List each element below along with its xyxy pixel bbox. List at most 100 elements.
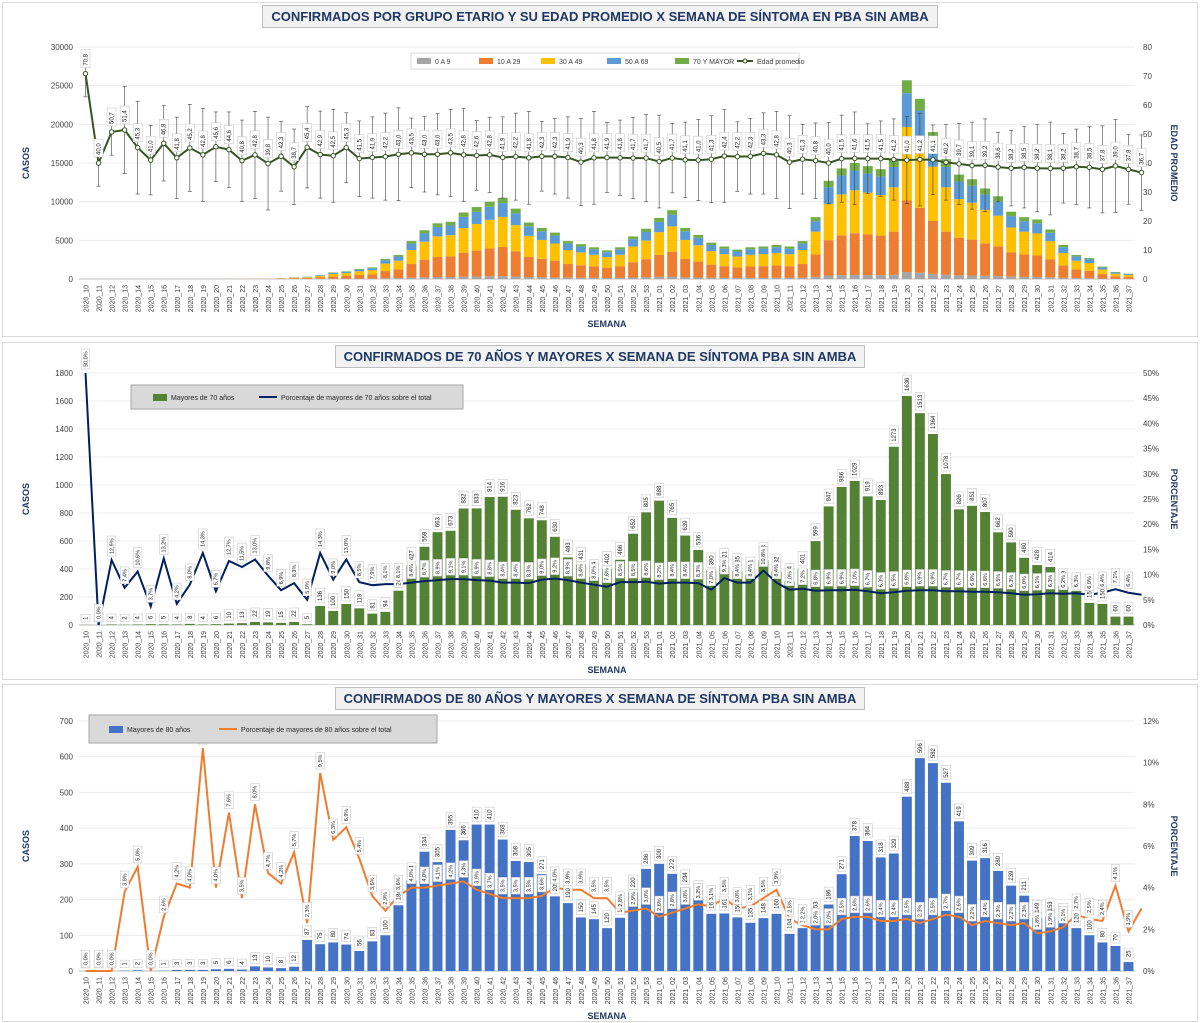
pct-label: 6,9% — [276, 569, 286, 587]
bar-segment-30-49 — [549, 243, 560, 261]
bar-value-label-text: 104 — [788, 918, 794, 929]
x-tick-label: 2020_28 — [318, 285, 325, 312]
x-tick-label: 2021_09 — [761, 977, 768, 1004]
y2-tick-label: 6% — [1143, 842, 1155, 851]
pct-label-box — [628, 561, 638, 579]
bar-segment-50-69 — [693, 237, 704, 246]
bar-value-label: 368 — [497, 821, 508, 837]
bar-value-label: 1513 — [915, 392, 925, 411]
avg-age-label: 43,0 — [393, 130, 404, 149]
x-tick-label: 2021_03 — [683, 631, 690, 658]
bar — [341, 944, 352, 971]
pct-label: 0,0% — [107, 949, 117, 968]
bar-value-label-box — [471, 490, 482, 506]
bar-value-label-box — [289, 607, 299, 620]
bar-segment-30-49 — [471, 223, 482, 251]
bar — [993, 871, 1004, 971]
pct-label-box — [511, 561, 521, 579]
avg-age-label-text: 41,9 — [566, 137, 572, 149]
pct-label: 6,6% — [980, 570, 990, 588]
pct-label-box — [706, 885, 716, 903]
bar-value-label-box — [224, 609, 234, 621]
x-tick-label: 2020_40 — [475, 977, 482, 1004]
pct-label-text: 3,6% — [370, 877, 376, 890]
pct-label-text: 8,9% — [474, 561, 480, 574]
bar-value-label: 559 — [419, 529, 430, 544]
bar — [862, 496, 873, 625]
bar-segment-50-69 — [471, 211, 482, 224]
pct-label-box — [889, 899, 899, 918]
bar-segment-0-9 — [745, 277, 756, 279]
bar-value-label-text: 305 — [436, 846, 442, 857]
x-tick-label: 2021_22 — [931, 631, 938, 658]
bar-value-label: 378 — [849, 818, 860, 834]
bar-value-label: 309 — [967, 842, 977, 858]
chart-title-3: CONFIRMADOS DE 80 AÑOS Y MAYORES X SEMAN… — [334, 687, 866, 710]
bar — [237, 623, 247, 625]
bar-value-label: 87 — [302, 925, 312, 938]
legend-label: Porcentaje de mayores de 70 años sobre e… — [281, 395, 432, 402]
pct-label-text: 2,5% — [931, 900, 937, 913]
bar — [1045, 567, 1056, 625]
x-tick-label: 2020_12 — [110, 631, 117, 658]
bar — [693, 549, 704, 625]
avg-age-point — [578, 159, 584, 165]
avg-age-label-box — [758, 129, 769, 148]
bar-segment-0-9 — [471, 276, 482, 279]
bar-segment-10-29 — [980, 243, 991, 276]
avg-age-label-box — [1136, 148, 1147, 167]
x-tick-label: 2021_31 — [1048, 977, 1055, 1004]
pct-label-box — [1097, 899, 1107, 918]
avg-age-label-box — [211, 122, 221, 142]
bar — [497, 496, 508, 625]
pct-label: 10,8% — [758, 546, 768, 567]
bar-value-label-text: 329 — [892, 838, 898, 849]
bar-segment-10-29 — [797, 264, 808, 278]
pct-label: 2,5% — [837, 897, 847, 916]
bar-value-label-text: 100 — [383, 920, 389, 931]
avg-age-label-text: 43,0 — [396, 134, 402, 146]
pct-label: 7,0% — [785, 568, 795, 586]
x-tick-label: 2020_51 — [618, 631, 625, 658]
bar-segment-30-49 — [680, 239, 691, 259]
bar-segment-30-49 — [419, 241, 430, 260]
x-tick-label: 2020_41 — [488, 285, 495, 312]
x-tick-label: 2021_18 — [879, 285, 886, 312]
bar-segment-30-49 — [302, 277, 313, 279]
bar — [523, 862, 534, 971]
avg-age-label-text: 40,3 — [788, 142, 794, 154]
bar-segment-70-mayor — [1058, 244, 1069, 248]
avg-age-label-text: 37,8 — [1126, 149, 1132, 161]
bar-segment-50-69 — [341, 271, 352, 274]
avg-age-label-text: 41,2 — [918, 139, 924, 151]
pct-label-box — [550, 866, 560, 884]
x-tick-label: 2020_18 — [188, 631, 195, 658]
bar — [888, 446, 899, 625]
bar — [784, 933, 795, 971]
avg-age-point — [369, 154, 376, 161]
avg-age-label: 40,3 — [576, 137, 586, 157]
pct-label: 8,4% — [680, 561, 690, 579]
pct-label-text: 7,2% — [800, 570, 806, 583]
bar-segment-0-9 — [784, 277, 795, 279]
pct-label-text: 6,2% — [1061, 575, 1067, 588]
bar-segment-10-29 — [1097, 274, 1108, 279]
avg-age-label-text: 38,2 — [1009, 148, 1015, 160]
avg-age-label-box — [693, 135, 704, 155]
bar-value-label: 100 — [380, 917, 391, 933]
y-tick-label: 15000 — [51, 159, 74, 168]
x-tick-label: 2021_20 — [905, 631, 912, 658]
pct-label: 5,7% — [289, 831, 299, 849]
x-tick-label: 2020_13 — [123, 285, 130, 312]
bar-value-label-text: 184 — [396, 890, 402, 901]
y2-axis-title: EDAD PROMEDIO — [1169, 124, 1179, 201]
avg-age-point — [617, 155, 623, 161]
bar-value-label-text: 6 — [149, 615, 155, 619]
bar — [667, 873, 678, 971]
bar — [1071, 590, 1082, 625]
bar-segment-70-mayor — [654, 217, 665, 222]
bar-segment-70-mayor — [341, 271, 352, 272]
pct-label-box — [1058, 572, 1068, 591]
avg-age-label-text: 42,3 — [748, 136, 754, 148]
pct-label-text: 13,2% — [161, 537, 167, 553]
